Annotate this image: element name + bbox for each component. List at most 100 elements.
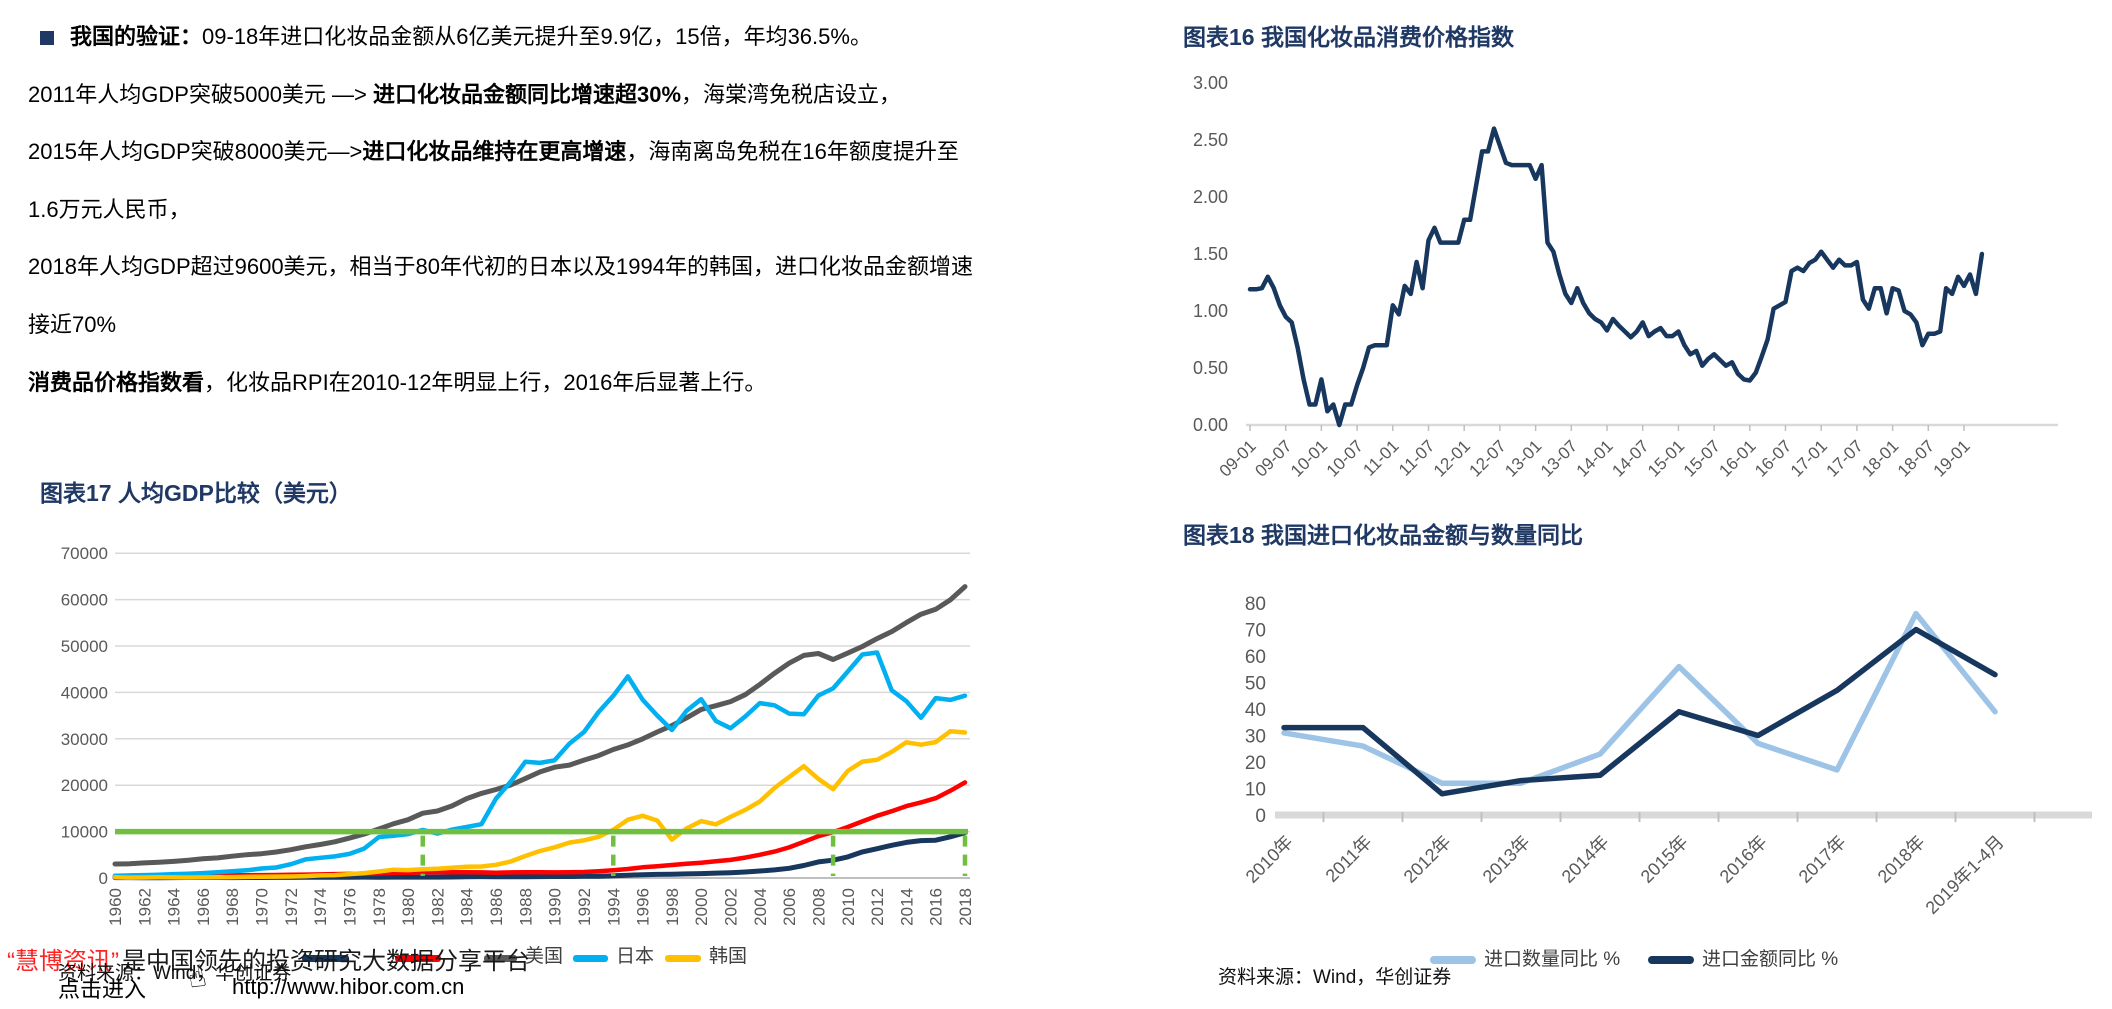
analysis-line-3: 2015年人均GDP突破8000美元—>进口化妆品维持在更高增速，海南离岛免税在… xyxy=(28,139,959,165)
chart17-x-tick: 1970 xyxy=(253,888,272,926)
chart18-y-tick: 30 xyxy=(1245,727,1266,748)
chart17-legend-label: 美国 xyxy=(525,946,564,967)
chart16-x-tick: 18-01 xyxy=(1858,436,1902,480)
chart16-x-tick: 12-01 xyxy=(1430,436,1474,480)
chart17-y-tick: 20000 xyxy=(61,776,108,795)
chart17-series-韩国 xyxy=(112,729,968,880)
chart17-x-tick: 2000 xyxy=(692,888,711,926)
chart18-y-tick: 10 xyxy=(1245,780,1266,801)
chart18-legend-label: 进口数量同比 % xyxy=(1484,949,1621,970)
chart17-x-tick: 2010 xyxy=(839,888,858,926)
chart16-x-tick: 09-01 xyxy=(1216,436,1260,480)
chart17-x-tick: 1978 xyxy=(370,888,389,926)
chart18-y-tick: 50 xyxy=(1245,674,1266,695)
chart17-x-tick: 1994 xyxy=(604,888,623,926)
chart16-x-tick: 17-07 xyxy=(1823,436,1867,480)
chart18-legend-label: 进口金额同比 % xyxy=(1702,949,1839,970)
chart17-title: 图表17 人均GDP比较（美元） xyxy=(40,480,352,506)
chart16-x-tick: 19-01 xyxy=(1930,436,1974,480)
chart17-legend-swatch-5 xyxy=(665,955,701,962)
chart16-y-tick: 0.00 xyxy=(1193,415,1228,435)
chart16-y-tick: 0.50 xyxy=(1193,358,1228,378)
chart16-x-tick: 18-07 xyxy=(1894,436,1938,480)
chart16-y-tick: 2.00 xyxy=(1193,187,1228,207)
chart18-x-tick: 2017年 xyxy=(1795,832,1850,887)
chart16-y-tick: 2.50 xyxy=(1193,130,1228,150)
chart17-x-tick: 2016 xyxy=(927,888,946,926)
analysis-line-7: 消费品价格指数看，化妆品RPI在2010-12年明显上行，2016年后显著上行。 xyxy=(28,369,767,395)
chart16-x-tick: 14-07 xyxy=(1608,436,1652,480)
chart17-y-tick: 10000 xyxy=(61,823,108,842)
chart17-x-tick: 1984 xyxy=(458,888,477,926)
chart17-y-tick: 70000 xyxy=(61,544,108,563)
chart18-imports-yoy-line-chart: 0 10 20 30 40 50 60 70 80 2010年 2011年 2012年 2013年 201… xyxy=(1242,594,2092,918)
analysis-line-6: 接近70% xyxy=(28,311,117,337)
chart17-legend-label: 韩国 xyxy=(709,946,748,967)
chart17-legend-swatch-1 xyxy=(302,955,349,962)
chart16-x-tick: 13-07 xyxy=(1537,436,1581,480)
chart16-x-tick: 16-01 xyxy=(1715,436,1759,480)
chart17-x-tick: 2014 xyxy=(897,888,916,926)
chart18-source-note: 资料来源：Wind，华创证券 xyxy=(1218,967,1452,988)
chart17-x-tick: 1992 xyxy=(575,888,594,926)
chart17-legend-label: 日本 xyxy=(616,946,655,967)
chart18-x-tick: 2014年 xyxy=(1558,832,1613,887)
chart16-x-tick: 10-01 xyxy=(1287,436,1331,480)
chart16-x-tick: 16-07 xyxy=(1751,436,1795,480)
analysis-line-2: 2011年人均GDP突破5000美元 —> 进口化妆品金额同比增速超30%，海棠… xyxy=(28,81,902,107)
chart17-x-tick: 2012 xyxy=(868,888,887,926)
chart18-x-tick: 2016年 xyxy=(1716,832,1771,887)
chart17-x-tick: 1988 xyxy=(516,888,535,926)
chart16-cosmetics-rpi-line-chart: 0.000.501.001.502.002.503.0009-0109-0710… xyxy=(1193,73,2058,481)
chart17-series-日本 xyxy=(112,650,968,879)
analysis-line-4: 1.6万元人民币， xyxy=(28,196,191,222)
analysis-line-5: 2018年人均GDP超过9600美元，相当于80年代初的日本以及1994年的韩国… xyxy=(28,254,973,280)
chart17-x-tick: 1962 xyxy=(135,888,154,926)
chart16-x-tick: 09-07 xyxy=(1251,436,1295,480)
analysis-text-block: 我国的验证：09-18年进口化妆品金额从6亿美元提升至9.9亿，15倍，年均36… xyxy=(28,8,1143,411)
chart17-y-tick: 0 xyxy=(99,869,108,888)
chart18-series-进口金额同比 % xyxy=(1281,626,1998,797)
chart18-series-进口数量同比 % xyxy=(1281,610,1998,786)
chart16-x-tick: 15-01 xyxy=(1644,436,1688,480)
chart16-y-tick: 3.00 xyxy=(1193,73,1228,93)
chart17-x-tick: 1990 xyxy=(546,888,565,926)
chart17-series-美国 xyxy=(112,584,968,867)
chart17-x-tick: 1986 xyxy=(487,888,506,926)
chart18-legend-swatch-1 xyxy=(1430,956,1476,964)
chart17-x-tick: 1974 xyxy=(311,888,330,926)
chart17-x-tick: 1966 xyxy=(194,888,213,926)
chart18-title: 图表18 我国进口化妆品金额与数量同比 xyxy=(1183,522,1583,548)
chart18-x-tick: 2019年1-4月 xyxy=(1922,832,2008,918)
chart17-x-tick: 1976 xyxy=(340,888,359,926)
chart17-y-tick: 60000 xyxy=(61,591,108,610)
chart16-x-tick: 11-01 xyxy=(1359,436,1402,479)
chart18-x-tick: 2011年 xyxy=(1322,832,1376,886)
hibor-url-link[interactable]: http://www.hibor.com.cn xyxy=(232,974,465,999)
chart18-x-tick: 2018年 xyxy=(1874,832,1929,887)
chart18-x-tick: 2010年 xyxy=(1242,832,1297,887)
chart17-x-tick: 1968 xyxy=(223,888,242,926)
chart17-x-tick: 1998 xyxy=(663,888,682,926)
chart16-x-tick: 14-01 xyxy=(1573,436,1617,480)
chart17-x-tick: 1982 xyxy=(428,888,447,926)
chart17-x-tick: 1960 xyxy=(106,888,125,926)
chart16-x-tick: 10-07 xyxy=(1323,436,1367,480)
chart16-y-tick: 1.00 xyxy=(1193,301,1228,321)
chart17-x-tick: 2006 xyxy=(780,888,799,926)
chart18-x-tick: 2015年 xyxy=(1637,832,1692,887)
chart18-y-tick: 40 xyxy=(1245,700,1266,721)
chart16-rpi-line xyxy=(1247,126,1985,428)
chart18-y-tick: 70 xyxy=(1245,621,1266,642)
hibor-click-enter-link[interactable]: 点击进入 xyxy=(58,977,147,1002)
huibo-watermark-tagline: 是中国领先的投资研究大数据分享平台 xyxy=(122,948,530,975)
chart18-legend-swatch-2 xyxy=(1648,956,1694,964)
bullet-square-icon xyxy=(40,31,54,46)
chart18-x-tick: 2013年 xyxy=(1479,832,1534,887)
chart17-gdp-comparison-line-chart: 0 10000 20000 30000 40000 50000 60000 70000 1960… xyxy=(61,544,975,926)
chart17-x-tick: 2008 xyxy=(809,888,828,926)
chart17-x-tick: 1980 xyxy=(399,888,418,926)
chart18-y-tick: 80 xyxy=(1245,594,1266,615)
chart16-x-tick: 12-07 xyxy=(1466,436,1510,480)
chart17-source-note: 资料来源：Wind，华创证券 xyxy=(58,963,292,984)
